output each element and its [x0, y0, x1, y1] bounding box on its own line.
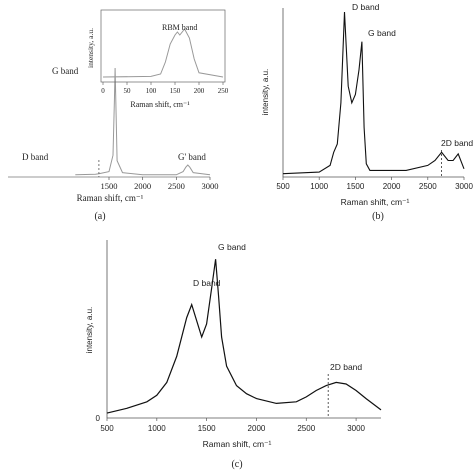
panel-a: 1500 2000 2500 3000 D band G band G' band R… — [8, 9, 229, 222]
panel-c-label: (c) — [231, 459, 242, 470]
panel-b-spectrum-line — [282, 11, 465, 175]
panel-c-x-tick-label: 2000 — [248, 424, 266, 433]
inset-y-axis-label: intensity, a.u. — [86, 28, 95, 68]
panel-b-x-tick-label: 1500 — [347, 182, 365, 191]
panel-b-x-tick-label: 1000 — [310, 182, 328, 191]
panel-a-x-tick-label: 2500 — [168, 181, 185, 191]
panel-a-inset: 0 50 100 150 200 250 RBM band Raman shift, cm… — [86, 9, 229, 109]
panel-c-x-tick-label: 3000 — [347, 424, 365, 433]
panel-a-g-prime-band-label: G' band — [178, 152, 206, 162]
inset-x-tick-label: 100 — [146, 87, 157, 95]
panel-b-x-tick-label: 500 — [276, 182, 290, 191]
panel-a-x-axis-label: Raman shift, cm⁻¹ — [77, 193, 144, 203]
panel-a-x-tick-label: 3000 — [202, 181, 219, 191]
panel-c-d-band-label: D band — [193, 278, 221, 288]
panel-c-y-zero-label: 0 — [96, 414, 101, 423]
inset-rbm-band-label: RBM band — [162, 23, 197, 32]
panel-a-x-tick-label: 2000 — [134, 181, 151, 191]
panel-a-d-band-label: D band — [22, 152, 49, 162]
panel-b-x-tick-label: 3000 — [455, 182, 473, 191]
inset-x-tick-label: 50 — [124, 87, 132, 95]
panel-c-x-tick-label: 1500 — [198, 424, 216, 433]
panel-c-g-band-label: G band — [218, 242, 246, 252]
panel-c-x-tick-label: 1000 — [148, 424, 166, 433]
panel-c-x-axis-label: Raman shift, cm⁻¹ — [203, 439, 272, 449]
panel-b-label: (b) — [372, 211, 384, 222]
panel-c-y-axis-label: intensity, a.u. — [85, 307, 94, 354]
panel-a-label: (a) — [94, 211, 105, 222]
panel-b-d-band-label: D band — [352, 2, 380, 12]
panel-c-spectrum-line — [106, 259, 382, 414]
inset-x-tick-label: 200 — [194, 87, 205, 95]
inset-x-tick-label: 0 — [101, 87, 105, 95]
panel-c-2d-band-label: 2D band — [330, 362, 362, 372]
inset-x-tick-label: 250 — [218, 87, 229, 95]
panel-b-x-axis-label: Raman shift, cm⁻¹ — [341, 197, 410, 207]
panel-a-spectrum-line — [75, 67, 211, 176]
panel-c: 500 1000 1500 2000 2500 3000 0 D band G band … — [85, 240, 382, 470]
panel-c-x-tick-label: 500 — [100, 424, 114, 433]
panel-a-g-band-label: G band — [52, 66, 79, 76]
panel-c-x-tick-label: 2500 — [297, 424, 315, 433]
panel-b-y-axis-label: intensity, a.u. — [261, 69, 270, 116]
panel-b-x-tick-label: 2500 — [419, 182, 437, 191]
inset-x-tick-label: 150 — [170, 87, 181, 95]
panel-b-g-band-label: G band — [368, 28, 396, 38]
panel-b-x-tick-label: 2000 — [383, 182, 401, 191]
inset-frame — [100, 9, 226, 83]
inset-spectrum-line — [102, 28, 224, 78]
panel-b: 500 1000 1500 2000 2500 3000 D band G band 2D… — [261, 2, 473, 222]
panel-a-x-tick-label: 1500 — [101, 181, 118, 191]
inset-x-axis-label: Raman shift, cm⁻¹ — [130, 100, 190, 109]
panel-b-2d-band-label: 2D band — [441, 138, 473, 148]
